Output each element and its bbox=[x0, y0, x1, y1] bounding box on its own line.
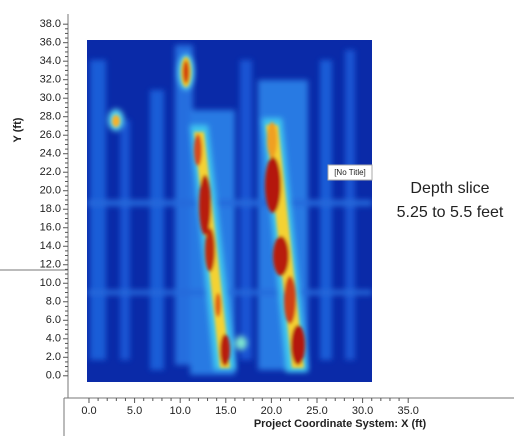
y-tick-label: 14.0 bbox=[40, 240, 61, 252]
y-tick-label: 30.0 bbox=[40, 92, 61, 104]
y-tick-label: 32.0 bbox=[40, 74, 61, 86]
x-tick-label: 15.0 bbox=[215, 405, 236, 417]
y-tick-label: 18.0 bbox=[40, 203, 61, 215]
inner-title: [No Title] bbox=[334, 168, 366, 177]
y-tick-label: 38.0 bbox=[40, 18, 61, 30]
y-tick-label: 10.0 bbox=[40, 277, 61, 289]
y-tick-label: 34.0 bbox=[40, 55, 61, 67]
y-tick-label: 12.0 bbox=[40, 259, 61, 271]
y-tick-label: 0.0 bbox=[46, 370, 61, 382]
x-tick-label: 30.0 bbox=[352, 405, 373, 417]
inner-title-box bbox=[327, 164, 373, 181]
x-tick-label: 35.0 bbox=[397, 405, 418, 417]
y-tick-label: 6.0 bbox=[46, 314, 61, 326]
y-tick-label: 24.0 bbox=[40, 148, 61, 160]
y-tick-label: 16.0 bbox=[40, 222, 61, 234]
y-tick-label: 22.0 bbox=[40, 166, 61, 178]
y-tick-label: 8.0 bbox=[46, 296, 61, 308]
heatmap-image bbox=[87, 40, 372, 382]
annotation: 5.25 to 5.5 feet bbox=[397, 204, 504, 221]
x-axis-label: Project Coordinate System: X (ft) bbox=[254, 418, 427, 430]
x-tick-label: 10.0 bbox=[169, 405, 190, 417]
x-tick-label: 25.0 bbox=[306, 405, 327, 417]
x-tick-label: 20.0 bbox=[261, 405, 282, 417]
y-tick-label: 4.0 bbox=[46, 333, 61, 345]
x-tick-label: 0.0 bbox=[81, 405, 96, 417]
y-tick-label: 20.0 bbox=[40, 185, 61, 197]
y-tick-label: 28.0 bbox=[40, 111, 61, 123]
y-tick-label: 2.0 bbox=[46, 351, 61, 363]
x-tick-label: 5.0 bbox=[127, 405, 142, 417]
y-tick-label: 36.0 bbox=[40, 37, 61, 49]
y-axis-label: Y (ft) bbox=[12, 117, 24, 142]
y-tick-label: 26.0 bbox=[40, 129, 61, 141]
annotation: Depth slice bbox=[410, 180, 489, 197]
